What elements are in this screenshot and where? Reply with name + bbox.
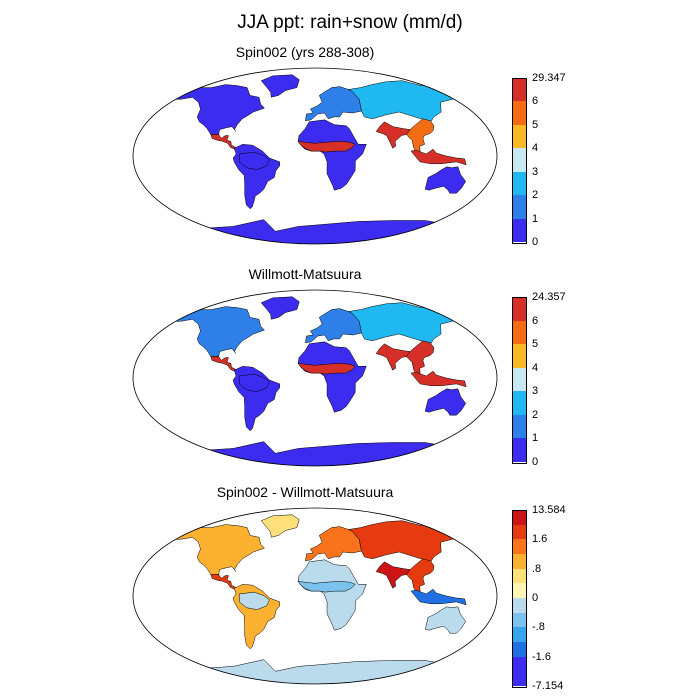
region-africa [297, 341, 367, 413]
colorbar-segment [512, 414, 526, 439]
colorbar-label: 13.584 [532, 504, 566, 516]
colorbar-segment [512, 598, 526, 614]
colorbar [512, 510, 527, 688]
colorbar-segment [512, 554, 526, 570]
region-central-america [210, 356, 237, 372]
colorbar-label: 4 [532, 142, 539, 155]
region-sahel [297, 140, 356, 153]
colorbar-segment [512, 612, 526, 628]
colorbar-segment [512, 218, 526, 243]
region-central-america [210, 134, 237, 150]
region-greenland [260, 514, 300, 538]
region-north-america [170, 84, 265, 135]
colorbar-label: 1.6 [532, 533, 548, 546]
colorbar-segment [512, 148, 526, 173]
region-india [375, 343, 411, 371]
region-greenland [260, 296, 300, 320]
colorbar-label: 5 [532, 338, 539, 351]
region-north-america [170, 306, 265, 357]
colorbar-segment [512, 583, 526, 599]
region-central-america [210, 574, 237, 590]
panel-title: Willmott-Matsuura [248, 266, 362, 282]
region-sahel [297, 580, 356, 593]
region-australia [424, 166, 467, 194]
map-border [132, 289, 498, 467]
region-maritime [410, 588, 467, 606]
region-maritime [410, 148, 467, 166]
colorbar-label: 24.357 [532, 291, 566, 303]
region-greenland [260, 74, 300, 98]
colorbar-label: 0 [532, 592, 539, 604]
region-sahel [297, 362, 356, 375]
figure-title: JJA ppt: rain+snow (mm/d) [237, 12, 463, 33]
region-africa [297, 559, 367, 631]
region-north-america [170, 524, 265, 575]
colorbar-label: -.8 [532, 621, 545, 634]
colorbar-label: 1 [532, 432, 539, 445]
region-africa [297, 119, 367, 191]
colorbar-label: 5 [532, 118, 539, 131]
world-map [132, 507, 498, 685]
colorbar-segment [512, 568, 526, 584]
colorbar-segment [512, 344, 526, 369]
colorbar-segment [512, 391, 526, 416]
colorbar-segment [512, 124, 526, 149]
colorbar-segment [512, 297, 526, 322]
panel-title: Spin002 - Willmott-Matsuura [216, 484, 394, 500]
colorbar-segment [512, 78, 526, 102]
region-australia [424, 606, 467, 634]
region-amazon [238, 151, 270, 170]
colorbar-label: 2 [532, 189, 539, 202]
colorbar-label: 6 [532, 95, 539, 108]
colorbar-segment [512, 510, 526, 526]
colorbar-label: 4 [532, 361, 539, 374]
colorbar-segment [512, 656, 526, 672]
colorbar-segment [512, 195, 526, 220]
colorbar-label: .8 [532, 562, 542, 575]
region-amazon [238, 591, 270, 610]
colorbar-label: 1 [532, 212, 539, 225]
region-australia [424, 388, 467, 416]
colorbar-segment [512, 627, 526, 643]
region-maritime [410, 370, 467, 388]
colorbar-label: 6 [532, 314, 539, 327]
colorbar-segment [512, 101, 526, 126]
colorbar-label: 3 [532, 165, 539, 178]
colorbar-label: 3 [532, 385, 539, 398]
colorbar-segment [512, 671, 526, 687]
colorbar-segment [512, 642, 526, 658]
colorbar-segment [512, 367, 526, 392]
colorbar-segment [512, 320, 526, 345]
colorbar-segment [512, 539, 526, 555]
map-border [132, 67, 498, 245]
map-border [132, 507, 498, 685]
colorbar-label: 0 [532, 456, 539, 468]
colorbar-segment [512, 438, 526, 463]
colorbar-label: -1.6 [532, 650, 551, 663]
colorbar-segment [512, 524, 526, 540]
panel-title: Spin002 (yrs 288-308) [235, 44, 375, 60]
colorbar-label: 2 [532, 408, 539, 421]
colorbar [512, 78, 527, 244]
world-map [132, 67, 498, 245]
colorbar-label: 29.347 [532, 72, 566, 84]
region-amazon [238, 373, 270, 392]
colorbar-label: -7.154 [532, 680, 564, 692]
colorbar-label: 0 [532, 236, 539, 248]
colorbar [512, 297, 527, 464]
colorbar-segment [512, 171, 526, 196]
region-india [375, 121, 411, 149]
world-map [132, 289, 498, 467]
region-india [375, 561, 411, 589]
